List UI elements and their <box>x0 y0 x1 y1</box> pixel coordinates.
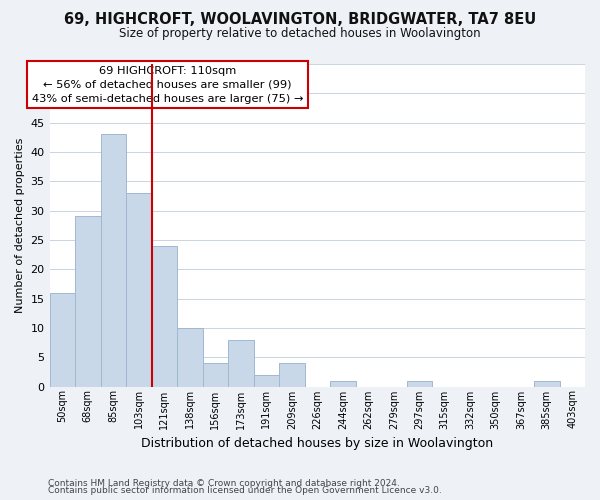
Bar <box>279 363 305 386</box>
Bar <box>152 246 177 386</box>
Bar <box>126 193 152 386</box>
Bar <box>101 134 126 386</box>
Text: 69, HIGHCROFT, WOOLAVINGTON, BRIDGWATER, TA7 8EU: 69, HIGHCROFT, WOOLAVINGTON, BRIDGWATER,… <box>64 12 536 28</box>
X-axis label: Distribution of detached houses by size in Woolavington: Distribution of detached houses by size … <box>141 437 493 450</box>
Bar <box>254 375 279 386</box>
Bar <box>75 216 101 386</box>
Bar <box>50 292 75 386</box>
Text: Contains HM Land Registry data © Crown copyright and database right 2024.: Contains HM Land Registry data © Crown c… <box>48 478 400 488</box>
Y-axis label: Number of detached properties: Number of detached properties <box>15 138 25 313</box>
Bar <box>534 380 560 386</box>
Bar <box>203 363 228 386</box>
Bar <box>330 380 356 386</box>
Text: Contains public sector information licensed under the Open Government Licence v3: Contains public sector information licen… <box>48 486 442 495</box>
Text: 69 HIGHCROFT: 110sqm
← 56% of detached houses are smaller (99)
43% of semi-detac: 69 HIGHCROFT: 110sqm ← 56% of detached h… <box>32 66 303 104</box>
Bar <box>407 380 432 386</box>
Text: Size of property relative to detached houses in Woolavington: Size of property relative to detached ho… <box>119 28 481 40</box>
Bar <box>177 328 203 386</box>
Bar <box>228 340 254 386</box>
